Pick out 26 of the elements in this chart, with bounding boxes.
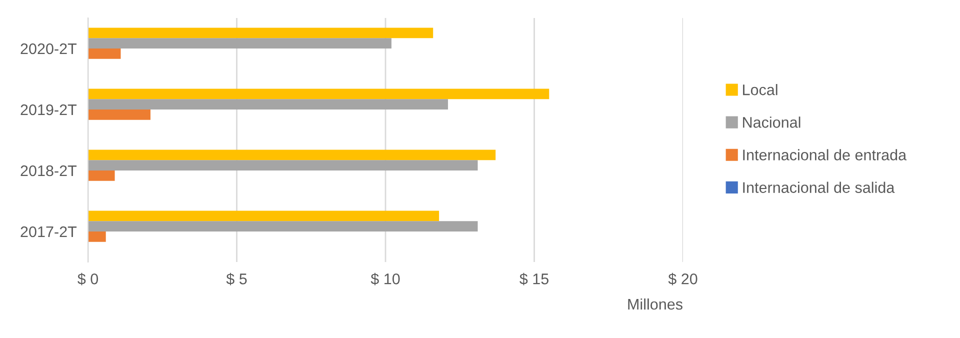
bar: [88, 232, 106, 242]
x-tick-label: $ 15: [520, 272, 548, 286]
y-tick-label: 2019-2T: [20, 104, 77, 116]
legend-label: Internacional de entrada: [743, 149, 907, 160]
bar: [88, 38, 392, 48]
bar: [88, 160, 478, 170]
bar: [88, 210, 440, 222]
x-tick-label: $ 20: [668, 272, 698, 286]
legend-label: Nacional: [743, 116, 800, 128]
bar: [88, 150, 496, 160]
bar: [88, 221, 478, 232]
x-axis-title: Millones: [628, 298, 682, 310]
bar: [88, 110, 150, 120]
x-tick-label: $ 5: [226, 272, 247, 286]
y-tick-label: 2020-2T: [20, 43, 77, 54]
y-tick-label: 2018-2T: [20, 165, 77, 176]
bar: [88, 99, 448, 110]
bar: [88, 170, 115, 181]
bar: [88, 28, 434, 38]
y-tick-label: 2017-2T: [20, 226, 77, 238]
legend-label: Internacional de salida: [743, 182, 895, 193]
legend-label: Local: [743, 84, 778, 96]
bar: [88, 48, 121, 59]
x-tick-label: $ 10: [370, 272, 400, 286]
bar: [88, 88, 550, 100]
x-tick-label: $ 0: [78, 272, 98, 286]
